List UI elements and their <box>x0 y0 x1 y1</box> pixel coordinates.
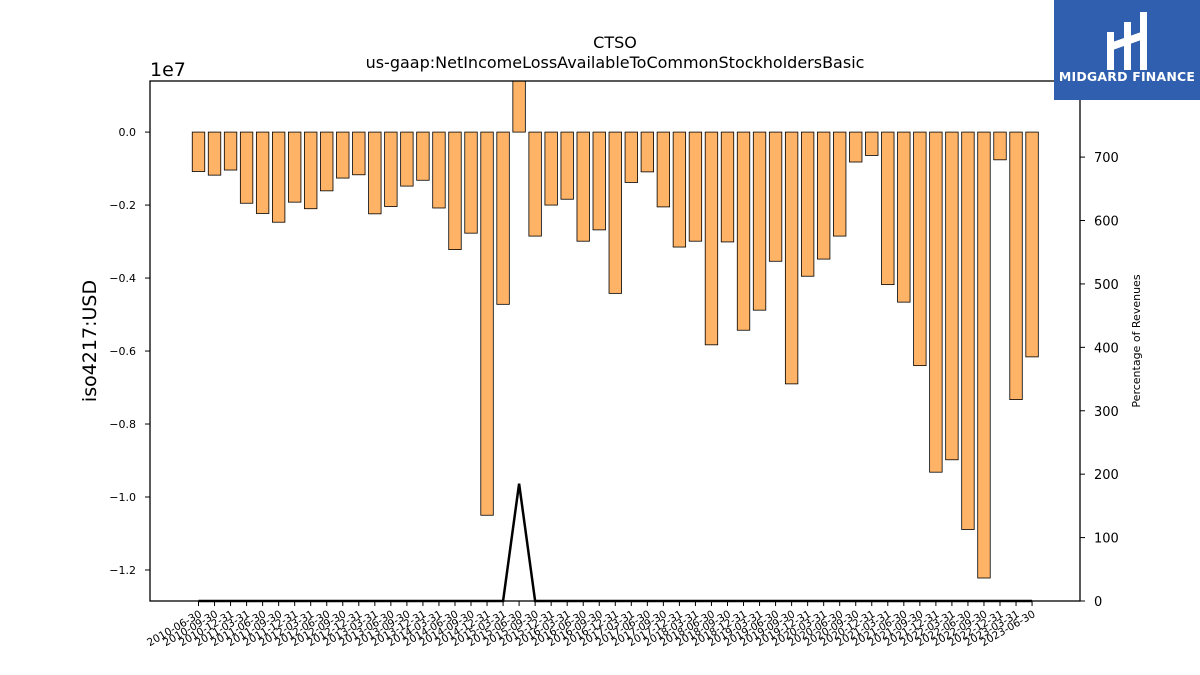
bar <box>400 131 414 187</box>
bar <box>817 131 831 260</box>
percentage-line <box>198 483 1033 603</box>
bar <box>207 131 222 176</box>
y-scale-label: 1e7 <box>150 59 186 81</box>
bar <box>255 131 270 214</box>
bar <box>512 80 526 133</box>
bar <box>480 131 494 516</box>
x-axis-ticks: 2010-06-302010-09-302010-12-312011-03-31… <box>145 601 1038 649</box>
bar <box>416 131 430 181</box>
y2-tick-label: 200 <box>1094 468 1119 483</box>
bar <box>913 131 927 367</box>
bar <box>784 131 799 385</box>
bar <box>640 131 654 173</box>
bar <box>881 131 895 286</box>
y2-tick-label: 400 <box>1094 341 1119 356</box>
y-axis-ticks: 0.0 −0.2 −0.4 −0.6 −0.8 −1.0 −1.2 <box>109 126 150 577</box>
bar <box>271 131 286 223</box>
bar <box>592 131 606 231</box>
bar <box>865 131 879 156</box>
chart-subtitle: us-gaap:NetIncomeLossAvailableToCommonSt… <box>366 53 865 72</box>
bar <box>849 131 863 163</box>
bar <box>720 131 735 243</box>
y-tick-label: −0.2 <box>109 199 136 212</box>
logo-text: MIDGARD FINANCE <box>1058 69 1196 84</box>
bar <box>897 131 911 303</box>
bar <box>464 131 478 234</box>
bar <box>688 131 703 242</box>
chart-title: CTSO <box>593 33 637 52</box>
bar <box>768 131 783 262</box>
y-tick-label: −0.4 <box>109 272 136 285</box>
y-tick-label: −1.2 <box>109 564 136 577</box>
y2-tick-label: 100 <box>1094 532 1119 547</box>
bar <box>672 131 687 248</box>
bar <box>223 131 238 171</box>
bar <box>191 131 206 172</box>
bar <box>800 131 815 277</box>
bar <box>576 131 590 242</box>
y2-axis-label: Percentage of Revenues <box>1130 274 1143 407</box>
y-axis-label: iso4217:USD <box>79 280 101 402</box>
logo: MIDGARD FINANCE <box>1054 0 1200 100</box>
bar <box>320 131 334 192</box>
bar <box>288 131 302 203</box>
y-tick-label: −1.0 <box>109 491 136 504</box>
bar <box>656 131 671 208</box>
bar <box>752 131 767 311</box>
bar <box>608 131 622 294</box>
bar <box>239 131 254 204</box>
bar <box>736 131 751 331</box>
y2-tick-label: 0 <box>1094 595 1102 610</box>
y2-tick-label: 600 <box>1094 215 1119 230</box>
y2-axis-ticks: 0 100 200 300 400 500 600 700 <box>1080 151 1119 610</box>
y-tick-label: 0.0 <box>119 126 137 139</box>
bar <box>1025 131 1039 358</box>
y-tick-label: −0.8 <box>109 418 136 431</box>
y-tick-label: −0.6 <box>109 345 136 358</box>
bar <box>496 131 510 305</box>
bar <box>528 131 542 237</box>
bar <box>432 131 446 209</box>
bar <box>336 131 350 179</box>
bar <box>1009 131 1023 400</box>
bar <box>977 131 991 579</box>
bar <box>544 131 558 206</box>
bar <box>384 131 398 207</box>
bar <box>304 131 318 210</box>
bar <box>352 131 366 176</box>
bar <box>833 131 847 237</box>
y2-tick-label: 500 <box>1094 278 1119 293</box>
bar <box>560 131 574 200</box>
bar <box>961 131 975 530</box>
y2-tick-label: 700 <box>1094 151 1119 166</box>
bar <box>448 131 462 250</box>
logo-mark-icon <box>1107 12 1147 70</box>
bar <box>945 131 959 461</box>
bar <box>704 131 719 346</box>
bar <box>993 131 1007 161</box>
bar <box>624 131 638 183</box>
bar <box>929 131 943 473</box>
bar-series <box>191 80 1039 579</box>
y2-tick-label: 300 <box>1094 405 1119 420</box>
bar <box>368 131 382 215</box>
